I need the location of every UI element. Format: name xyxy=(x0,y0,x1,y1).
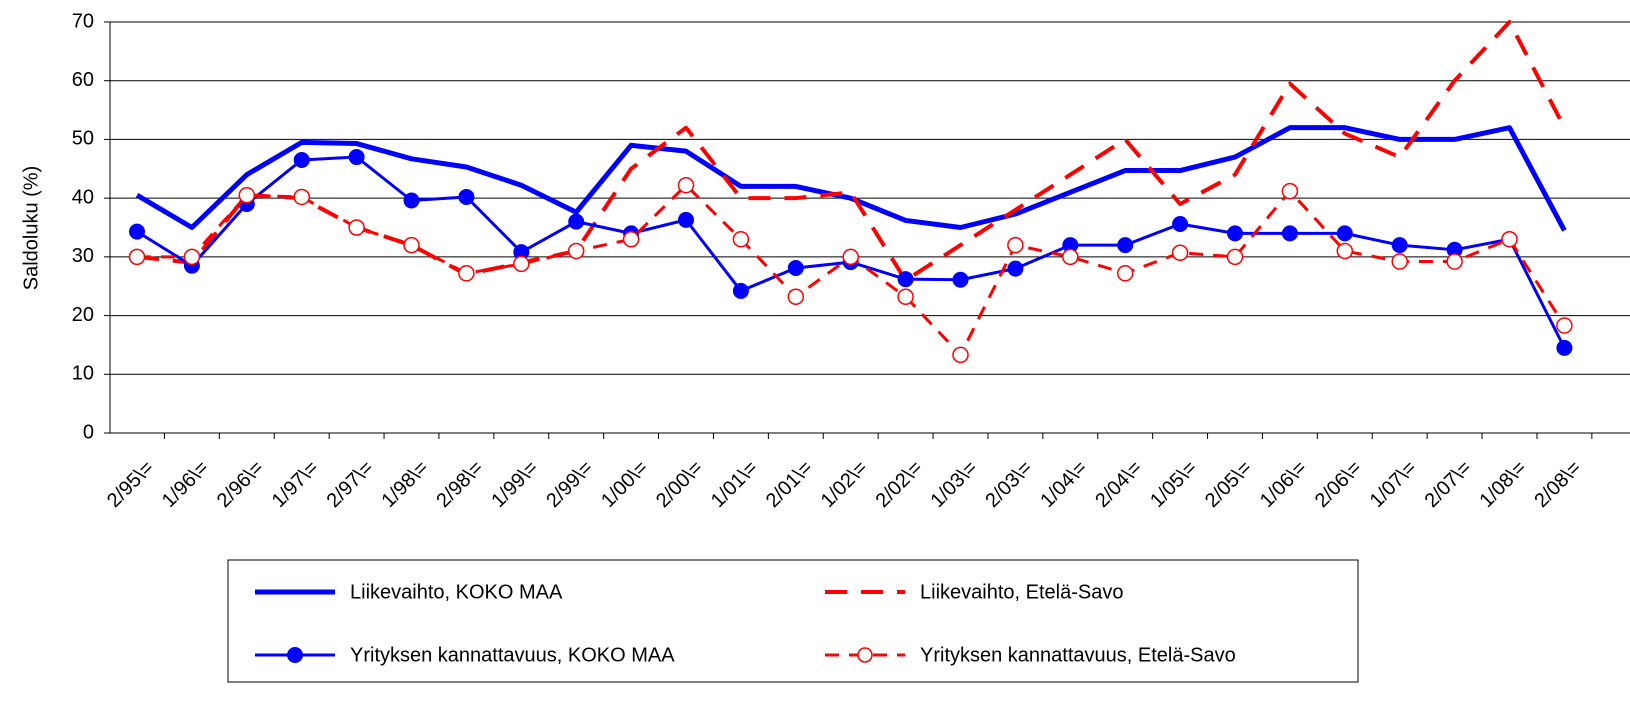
point xyxy=(568,213,585,230)
x-tick-label: 1/03\= xyxy=(926,457,981,512)
x-tick-label: 1/06\= xyxy=(1256,457,1311,512)
point xyxy=(622,230,640,248)
point xyxy=(1446,253,1463,270)
point xyxy=(787,260,804,277)
point xyxy=(348,219,365,236)
legend-label: Liikevaihto, KOKO MAA xyxy=(350,581,563,603)
x-tick-label: 1/00\= xyxy=(597,457,652,512)
point xyxy=(513,255,530,273)
y-tick-label: 0 xyxy=(83,421,94,443)
y-tick-label: 50 xyxy=(72,128,94,150)
series-line xyxy=(135,125,1567,232)
x-tick-label: 2/05\= xyxy=(1201,457,1256,512)
x-tick-label: 2/98\= xyxy=(432,457,487,512)
point xyxy=(1007,236,1024,254)
point xyxy=(842,248,859,266)
point xyxy=(128,248,146,266)
x-tick-label: 2/03\= xyxy=(981,457,1036,512)
point xyxy=(677,176,695,194)
point xyxy=(513,244,530,261)
legend-label: Liikevaihto, Etelä-Savo xyxy=(920,581,1123,603)
x-tick-label: 2/06\= xyxy=(1311,457,1366,512)
point xyxy=(403,236,420,254)
point xyxy=(1226,248,1244,266)
point xyxy=(1116,265,1134,282)
point xyxy=(1391,253,1408,270)
point xyxy=(1117,237,1134,254)
series-line xyxy=(136,20,1567,283)
x-tick-label: 2/99\= xyxy=(542,457,597,512)
x-tick-label: 1/02\= xyxy=(817,457,872,512)
point xyxy=(678,211,694,228)
point xyxy=(1556,339,1573,356)
y-tick-label: 40 xyxy=(72,186,94,208)
point xyxy=(458,265,475,282)
point xyxy=(732,282,749,299)
x-tick-label: 1/99\= xyxy=(487,457,542,512)
point xyxy=(1556,317,1573,334)
x-tick-label: 2/07\= xyxy=(1421,457,1476,512)
x-tick-label: 1/01\= xyxy=(707,457,762,512)
y-tick-label: 70 xyxy=(72,10,94,32)
point xyxy=(1501,230,1518,248)
x-tick-label: 1/04\= xyxy=(1036,457,1091,512)
legend-box xyxy=(227,559,1359,683)
point xyxy=(348,149,365,166)
point xyxy=(897,271,914,288)
point xyxy=(1336,225,1353,242)
x-tick-label: 2/97\= xyxy=(323,457,378,512)
x-tick-label: 2/01\= xyxy=(762,457,817,512)
x-tick-label: 2/96\= xyxy=(213,457,268,512)
point xyxy=(403,192,420,209)
point xyxy=(1336,242,1354,260)
x-tick-label: 1/07\= xyxy=(1366,457,1421,512)
legend-marker xyxy=(857,647,873,663)
point xyxy=(1391,237,1408,254)
x-tick-label: 1/96\= xyxy=(158,457,213,512)
point xyxy=(1171,244,1189,261)
x-tick-label: 1/08\= xyxy=(1475,457,1530,512)
x-tick-label: 2/02\= xyxy=(872,457,927,512)
point xyxy=(952,346,969,364)
y-tick-label: 30 xyxy=(72,245,94,267)
point xyxy=(1446,241,1463,258)
point xyxy=(238,186,256,204)
point xyxy=(1062,237,1079,254)
legend-label: Yrityksen kannattavuus, Etelä-Savo xyxy=(920,644,1236,666)
point xyxy=(787,288,805,306)
point xyxy=(1062,248,1079,266)
point xyxy=(1281,225,1298,242)
point xyxy=(897,288,914,306)
y-tick-label: 10 xyxy=(72,363,94,385)
x-tick-label: 2/08\= xyxy=(1530,457,1585,512)
point xyxy=(1227,225,1243,242)
point xyxy=(567,242,585,260)
x-tick-label: 2/04\= xyxy=(1091,457,1146,512)
x-tick-label: 2/95\= xyxy=(103,457,158,512)
legend-label: Yrityksen kannattavuus, KOKO MAA xyxy=(350,644,675,666)
point xyxy=(183,248,201,266)
point xyxy=(129,223,145,240)
y-tick-label: 60 xyxy=(72,69,94,91)
x-tick-label: 2/00\= xyxy=(652,457,707,512)
point xyxy=(952,271,969,288)
legend-marker xyxy=(287,647,303,663)
point xyxy=(293,151,310,168)
point xyxy=(732,230,750,248)
point xyxy=(458,188,475,205)
point xyxy=(1007,260,1024,277)
y-axis-label: Saldoluku (%) xyxy=(20,166,42,291)
point xyxy=(1172,215,1189,232)
point xyxy=(293,188,310,206)
point xyxy=(1281,182,1299,200)
x-tick-label: 1/97\= xyxy=(268,457,323,512)
x-tick-label: 1/98\= xyxy=(377,457,432,512)
x-tick-label: 1/05\= xyxy=(1146,457,1201,512)
y-tick-label: 20 xyxy=(72,304,94,326)
